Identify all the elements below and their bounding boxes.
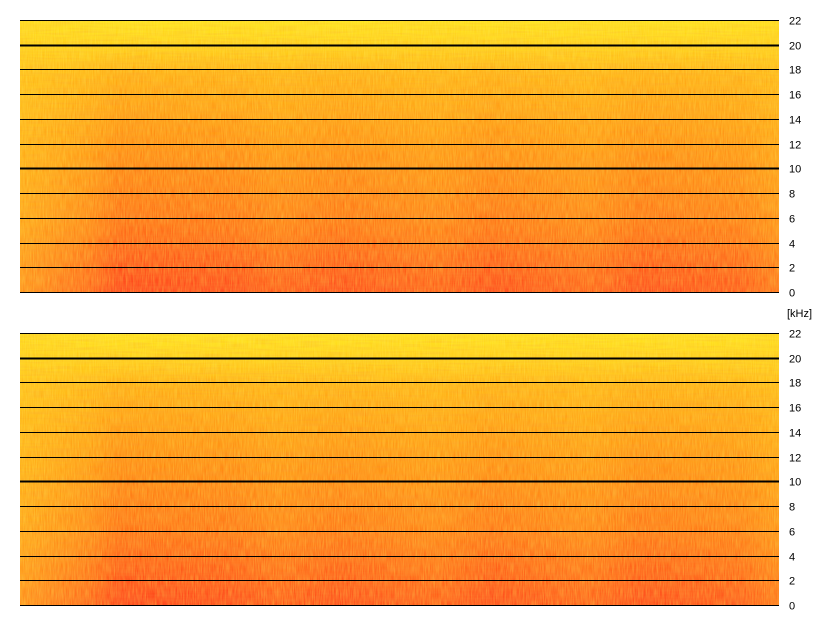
y-tick-label: 14 bbox=[789, 428, 801, 440]
y-tick-label: 12 bbox=[789, 140, 801, 152]
spectrogram-grain bbox=[20, 333, 779, 605]
y-tick-label: 20 bbox=[789, 41, 801, 53]
y-tick-label: 4 bbox=[789, 239, 795, 251]
y-tick-label: 2 bbox=[789, 576, 795, 588]
y-tick-label: 18 bbox=[789, 378, 801, 390]
y-tick-label: 20 bbox=[789, 354, 801, 366]
y-tick-label: 0 bbox=[789, 288, 795, 300]
y-tick-label: 10 bbox=[789, 164, 801, 176]
y-tick-label: 22 bbox=[789, 16, 801, 28]
y-tick-label: 14 bbox=[789, 115, 801, 127]
y-tick-label: 6 bbox=[789, 214, 795, 226]
y-tick-label: 8 bbox=[789, 189, 795, 201]
y-tick-label: 12 bbox=[789, 453, 801, 465]
y-tick-label: 6 bbox=[789, 527, 795, 539]
y-tick-label: 16 bbox=[789, 90, 801, 102]
y-tick-label: 2 bbox=[789, 263, 795, 275]
frequency-unit-label: [kHz] bbox=[787, 308, 812, 320]
y-tick-label: 16 bbox=[789, 403, 801, 415]
y-tick-label: 22 bbox=[789, 329, 801, 341]
y-tick-label: 4 bbox=[789, 552, 795, 564]
y-tick-label: 10 bbox=[789, 477, 801, 489]
y-tick-label: 0 bbox=[789, 601, 795, 613]
y-tick-label: 8 bbox=[789, 502, 795, 514]
spectrogram-grain bbox=[20, 20, 779, 292]
y-tick-label: 18 bbox=[789, 65, 801, 77]
